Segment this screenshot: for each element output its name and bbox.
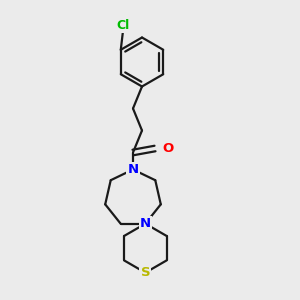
Text: N: N bbox=[128, 163, 139, 176]
Text: S: S bbox=[141, 266, 150, 279]
Text: N: N bbox=[140, 217, 151, 230]
Text: Cl: Cl bbox=[116, 19, 129, 32]
Text: O: O bbox=[162, 142, 174, 155]
